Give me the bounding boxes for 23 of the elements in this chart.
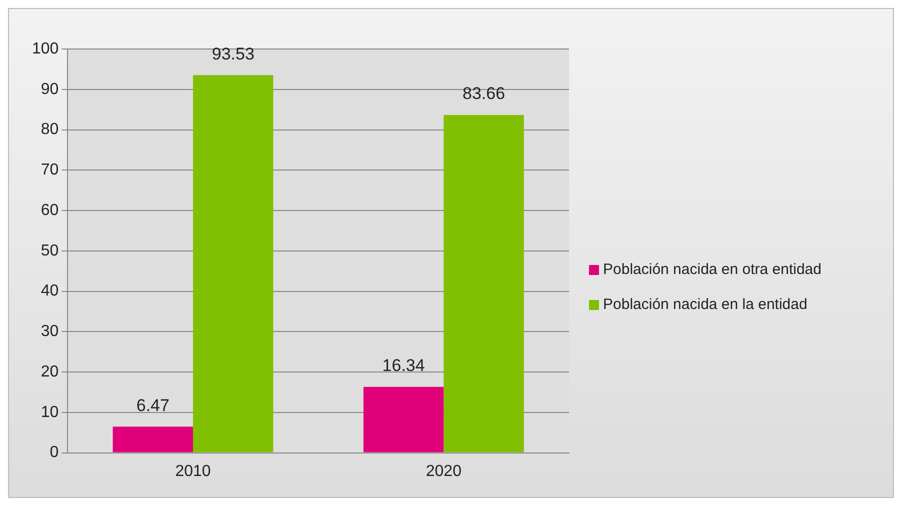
y-tick-label: 90 bbox=[40, 80, 59, 98]
y-tick-label: 80 bbox=[40, 121, 59, 138]
y-tick-label: 60 bbox=[40, 202, 59, 219]
legend-label: Población nacida en otra entidad bbox=[603, 260, 822, 280]
data-label: 6.47 bbox=[136, 396, 170, 415]
y-tick-label: 100 bbox=[32, 40, 59, 58]
bar bbox=[193, 75, 274, 452]
data-label: 16.34 bbox=[382, 356, 425, 376]
data-label: 93.53 bbox=[212, 44, 254, 64]
y-tick-label: 30 bbox=[40, 323, 59, 340]
bar bbox=[444, 114, 524, 452]
y-tick-label: 0 bbox=[50, 444, 59, 462]
y-tick-label: 40 bbox=[40, 282, 59, 300]
legend-label: Población nacida en la entidad bbox=[603, 295, 808, 315]
y-tick-label: 20 bbox=[40, 363, 59, 380]
y-tick-label: 50 bbox=[40, 242, 59, 260]
bar bbox=[112, 426, 194, 452]
y-tick-label: 10 bbox=[40, 404, 59, 421]
data-label: 83.66 bbox=[462, 84, 506, 104]
x-tick-label: 2020 bbox=[426, 462, 462, 480]
bar bbox=[363, 386, 444, 452]
y-tick-label: 70 bbox=[40, 162, 59, 179]
x-tick-label: 2010 bbox=[175, 462, 211, 480]
